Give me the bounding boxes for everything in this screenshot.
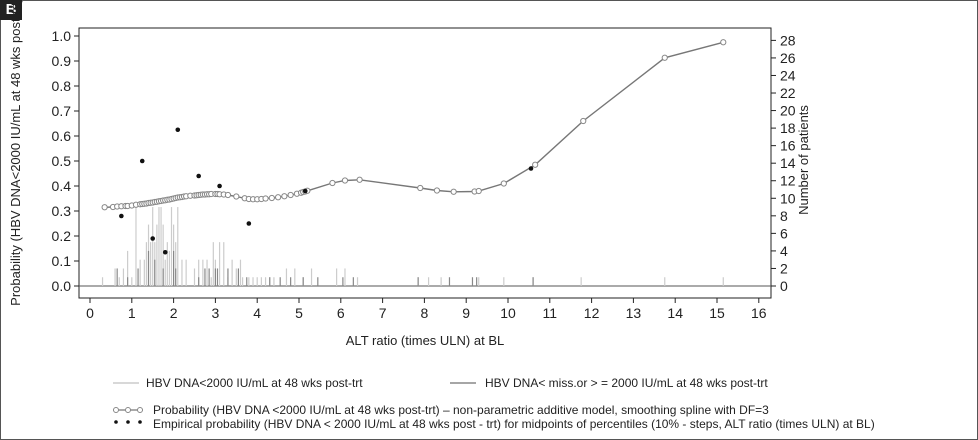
y2-tick-label: 26 <box>780 50 796 66</box>
empirical-point <box>196 173 201 179</box>
y2-tick-label: 16 <box>780 138 796 154</box>
x-tick-label: 13 <box>626 305 642 321</box>
x-tick-label: 11 <box>543 305 558 321</box>
empirical-point <box>175 127 181 133</box>
y-axis-label: Probability (HBV DNA<2000 IU/mL at 48 wk… <box>8 0 23 306</box>
x-tick-label: 6 <box>337 305 345 321</box>
legend-label-success: HBV DNA<2000 IU/mL at 48 wks post-trt <box>146 376 363 390</box>
y-tick-label: 0.1 <box>52 253 72 269</box>
spline-marker <box>262 195 269 202</box>
x-tick-label: 5 <box>295 305 303 321</box>
spline-marker <box>287 191 294 199</box>
smoothing-spline-curve <box>101 39 727 211</box>
empirical-point <box>302 188 308 194</box>
spline-marker <box>417 184 424 192</box>
legend-label-curve: Probability (HBV DNA <2000 IU/mL at 48 w… <box>153 403 769 417</box>
spline-marker <box>224 191 232 199</box>
spline-marker <box>275 194 282 201</box>
x-tick-label: 9 <box>462 305 470 321</box>
spline-marker <box>281 193 288 200</box>
spline-marker <box>329 179 336 187</box>
empirical-point <box>139 158 145 164</box>
y2-tick-label: 8 <box>780 208 788 224</box>
legend-label-failure: HBV DNA< miss.or > = 2000 IU/mL at 48 wk… <box>485 376 768 390</box>
plot-frame <box>78 27 772 299</box>
empirical-point <box>119 213 124 219</box>
y2-tick-label: 10 <box>780 190 796 206</box>
y2-tick-label: 4 <box>780 243 788 259</box>
y2-axis-label: Number of patients <box>796 105 811 215</box>
y-tick-label: 0.6 <box>52 128 72 144</box>
legend-label-points: Empirical probability (HBV DNA < 2000 IU… <box>153 417 875 431</box>
x-tick-label: 10 <box>500 305 516 321</box>
y-tick-label: 0.4 <box>52 178 72 194</box>
y2-tick-label: 14 <box>780 155 796 171</box>
legend-swatch-points <box>114 420 142 424</box>
y2-tick-label: 24 <box>780 67 796 83</box>
legend: HBV DNA<2000 IU/mL at 48 wks post-trt HB… <box>113 376 875 431</box>
x-axis-label: ALT ratio (times ULN) at BL <box>346 333 504 348</box>
y-tick-label: 0.7 <box>52 103 72 119</box>
spline-marker <box>500 180 507 187</box>
plot-border <box>78 27 772 299</box>
empirical-point <box>246 221 252 226</box>
spline-marker <box>356 176 363 183</box>
panel-label: B <box>0 0 22 20</box>
empirical-point <box>150 236 155 241</box>
y2-tick-label: 20 <box>780 103 796 119</box>
y-axis-ticks: 0.0 0.1 0.2 0.3 0.4 0.5 0.6 0.7 0.8 0.9 1.0 <box>52 28 79 294</box>
x-tick-label: 15 <box>709 305 725 321</box>
y-tick-label: 0.2 <box>52 228 72 244</box>
y2-tick-label: 0 <box>780 278 788 294</box>
empirical-point <box>528 166 534 171</box>
x-axis-ticks: 0 1 2 3 4 5 6 7 8 9 10 11 12 13 14 15 16 <box>86 298 767 321</box>
spline-marker <box>268 194 275 202</box>
spline-marker <box>720 39 727 46</box>
y2-tick-label: 12 <box>780 173 796 189</box>
x-tick-label: 0 <box>86 305 94 321</box>
y-tick-label: 1.0 <box>52 28 72 44</box>
x-tick-label: 7 <box>379 305 387 321</box>
empirical-point <box>162 249 168 255</box>
x-tick-label: 12 <box>584 305 600 321</box>
y2-tick-label: 2 <box>780 260 788 276</box>
spline-marker <box>433 187 441 194</box>
y-tick-label: 0.5 <box>52 153 72 169</box>
y2-tick-label: 22 <box>780 85 796 101</box>
x-tick-label: 16 <box>751 305 767 321</box>
empirical-points <box>119 127 534 255</box>
spline-marker <box>450 188 457 195</box>
x-tick-label: 8 <box>421 305 429 321</box>
y-tick-label: 0.3 <box>52 203 72 219</box>
spline-marker <box>661 54 668 61</box>
spline-marker <box>341 177 349 184</box>
x-tick-label: 3 <box>212 305 220 321</box>
x-tick-label: 2 <box>170 305 178 321</box>
y2-tick-label: 28 <box>780 32 796 48</box>
x-tick-label: 4 <box>253 305 261 321</box>
empirical-point <box>217 183 222 189</box>
y2-tick-label: 6 <box>780 225 788 241</box>
spline-marker <box>101 204 108 211</box>
histogram-bars <box>101 207 724 286</box>
y-tick-label: 0.8 <box>52 78 72 94</box>
y-tick-label: 0.0 <box>52 278 72 294</box>
spline-marker <box>475 187 482 195</box>
spline-marker <box>532 161 539 168</box>
spline-line <box>104 41 724 208</box>
y2-tick-label: 18 <box>780 120 796 136</box>
y-tick-label: 0.9 <box>52 53 72 69</box>
legend-swatch-curve <box>113 407 143 413</box>
x-tick-label: 14 <box>667 305 683 321</box>
spline-marker <box>233 193 240 200</box>
spline-marker <box>580 117 587 125</box>
x-tick-label: 1 <box>128 305 136 321</box>
